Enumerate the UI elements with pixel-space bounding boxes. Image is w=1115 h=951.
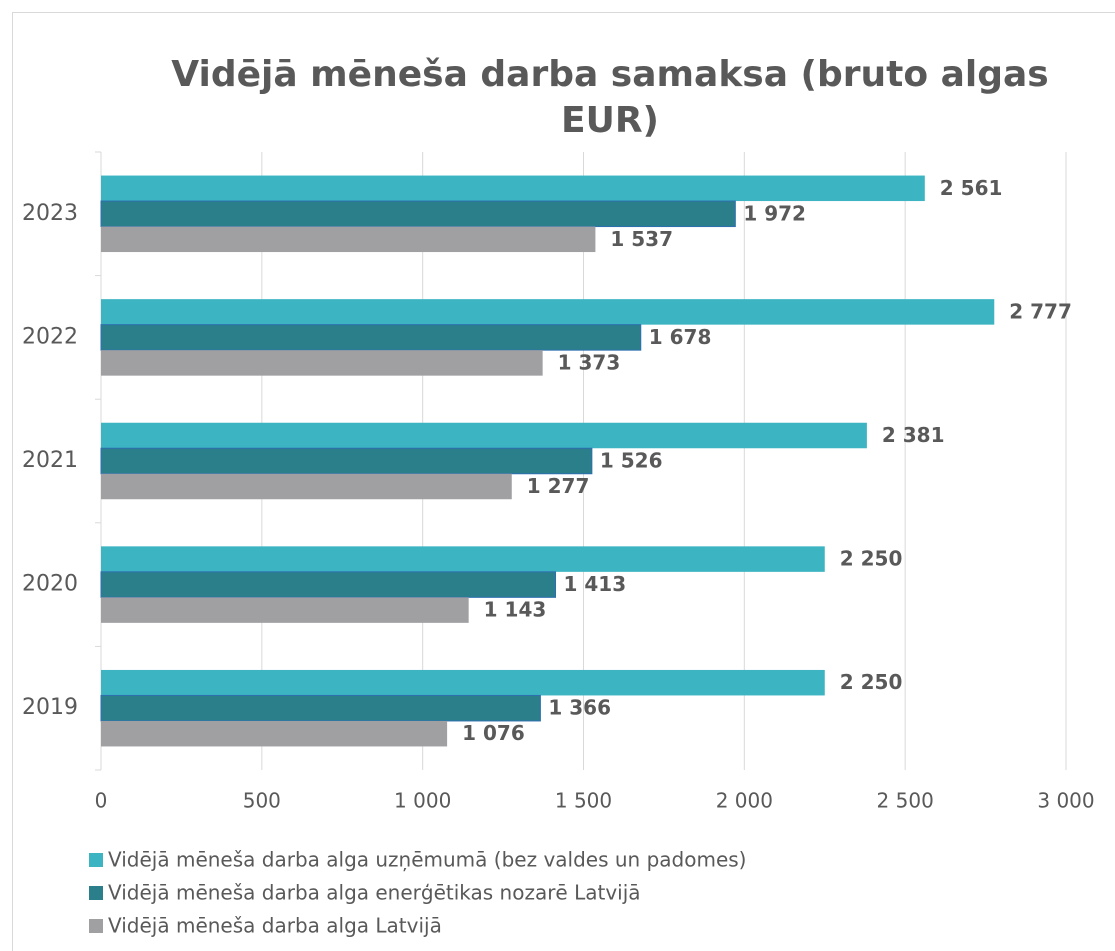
value-label: 2 561	[940, 176, 1003, 200]
x-tick-label: 3 000	[1037, 789, 1094, 813]
x-tick-label: 500	[243, 789, 281, 813]
y-tick-label: 2021	[22, 448, 78, 473]
chart-border	[12, 12, 1115, 951]
value-label: 1 972	[743, 201, 806, 225]
bar	[101, 546, 825, 572]
legend-swatch	[89, 919, 103, 933]
chart-title: Vidējā mēneša darba samaksa (bruto algas…	[171, 54, 1049, 141]
x-tick-label: 2 000	[716, 789, 773, 813]
bar	[100, 324, 642, 351]
value-label: 2 381	[882, 423, 945, 447]
value-label: 1 366	[548, 696, 611, 720]
legend-swatch	[89, 853, 103, 867]
legend-swatch	[89, 886, 103, 900]
bar	[101, 299, 995, 325]
bar	[100, 200, 736, 228]
x-tick-label: 1 500	[555, 789, 612, 813]
bar	[101, 422, 867, 449]
value-label: 2 250	[840, 670, 903, 694]
x-tick-label: 2 500	[877, 789, 934, 813]
bar	[101, 597, 469, 623]
legend-label: Vidējā mēneša darba alga uzņēmumā (bez v…	[108, 848, 746, 872]
value-label: 1 537	[610, 227, 673, 251]
legend-label: Vidējā mēneša darba alga enerģētikas noz…	[108, 881, 641, 905]
bar	[101, 473, 512, 500]
bar	[100, 694, 541, 722]
bar	[101, 720, 448, 747]
value-label: 1 678	[649, 325, 712, 349]
value-label: 1 076	[462, 721, 525, 745]
bar	[101, 350, 543, 376]
legend-label: Vidējā mēneša darba alga Latvijā	[108, 914, 442, 938]
x-tick-label: 0	[95, 789, 108, 813]
bar	[101, 175, 925, 202]
value-label: 1 143	[484, 598, 547, 622]
bar	[101, 669, 825, 696]
value-label: 1 413	[564, 572, 627, 596]
y-tick-label: 2019	[22, 695, 78, 720]
value-label: 1 526	[600, 449, 663, 473]
bar	[100, 571, 557, 598]
y-tick-label: 2022	[22, 324, 78, 349]
bar	[100, 447, 593, 475]
x-tick-label: 1 000	[394, 789, 451, 813]
bar	[101, 226, 596, 253]
y-tick-label: 2020	[22, 572, 78, 597]
value-label: 2 777	[1009, 299, 1072, 323]
value-label: 1 373	[558, 350, 621, 374]
value-label: 1 277	[527, 474, 590, 498]
value-label: 2 250	[840, 547, 903, 571]
y-tick-label: 2023	[22, 201, 78, 226]
